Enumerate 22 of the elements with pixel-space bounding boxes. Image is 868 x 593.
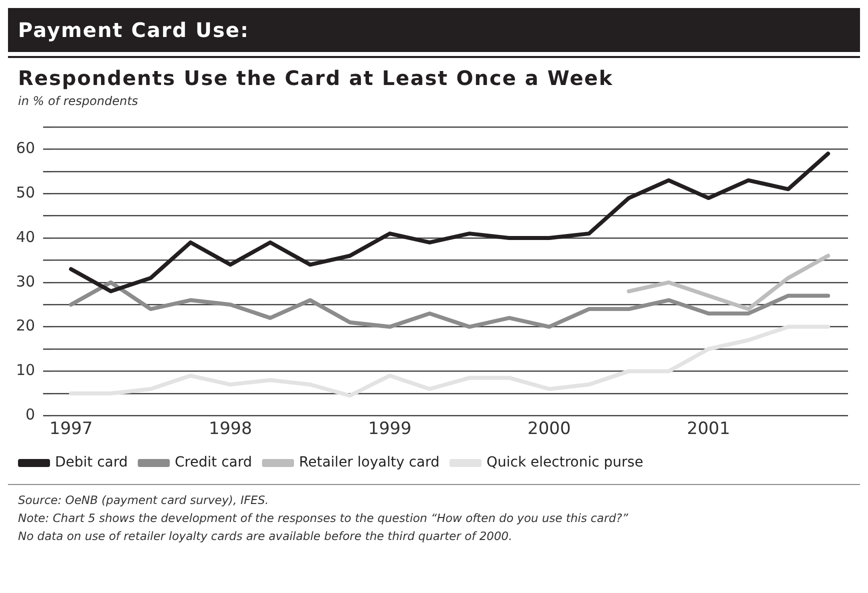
legend-label: Credit card	[174, 454, 252, 471]
legend-label: Debit card	[55, 454, 128, 471]
y-tick-label: 20	[16, 316, 36, 335]
x-tick-label: 2001	[686, 419, 730, 440]
legend-label: Quick electronic purse	[486, 454, 644, 471]
legend-label: Retailer loyalty card	[299, 454, 440, 471]
y-tick-label: 40	[16, 228, 36, 246]
y-axis-title: in % of respondents	[17, 93, 140, 110]
x-tick-label: 1999	[368, 419, 412, 440]
x-tick-label: 1997	[49, 419, 93, 440]
y-tick-label: 0	[26, 405, 36, 424]
source-note: Source: OeNB (payment card survey), IFES.	[17, 492, 270, 509]
text: Note: Chart 5 shows the development of the responses to the question “How often do you use this card?”	[17, 510, 630, 527]
y-tick-label: 10	[16, 361, 36, 380]
x-tick-label: 2000	[528, 419, 571, 440]
y-tick-label: 30	[16, 272, 36, 290]
chart-title: Payment Card Use:	[8, 8, 860, 52]
chart-subtitle: Respondents Use the Card at Least Once a Week	[17, 65, 614, 92]
text: No data on use of retailer loyalty cards are available before the third quarter of 2000.	[17, 528, 514, 545]
x-tick-label: 1998	[208, 419, 252, 440]
y-tick-label: 50	[16, 183, 36, 202]
y-tick-label: 60	[16, 139, 36, 158]
